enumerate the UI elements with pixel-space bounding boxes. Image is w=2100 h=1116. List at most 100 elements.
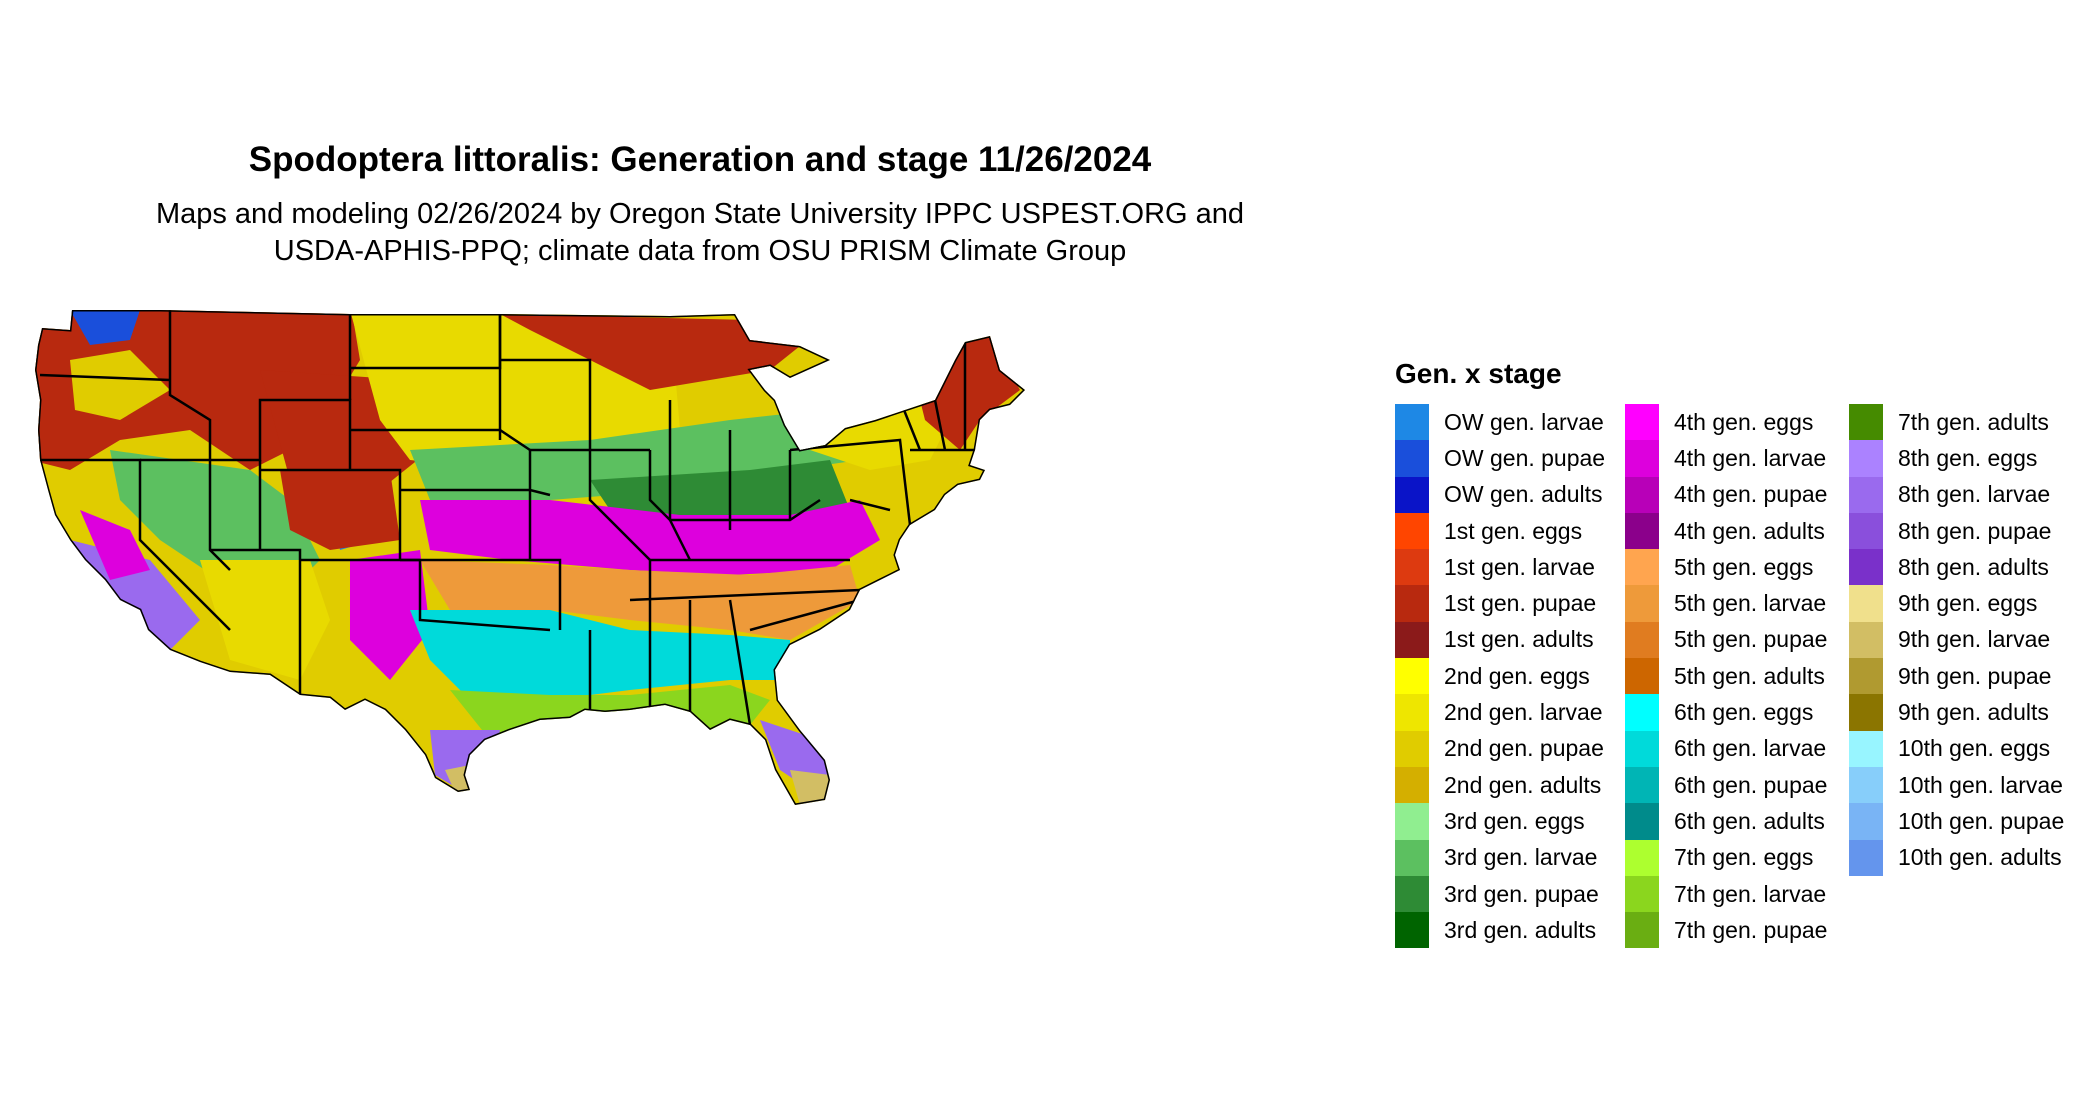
legend-label: 8th gen. larvae bbox=[1898, 481, 2051, 508]
legend-swatch bbox=[1849, 585, 1883, 622]
legend-item: 4th gen. larvae bbox=[1625, 440, 1849, 477]
legend-swatch bbox=[1625, 440, 1659, 477]
legend-swatch bbox=[1849, 766, 1883, 804]
legend-item: 2nd gen. adults bbox=[1395, 766, 1625, 804]
legend-item: 6th gen. adults bbox=[1625, 803, 1849, 840]
zone-ow-blue bbox=[70, 310, 140, 345]
legend-swatch bbox=[1395, 803, 1429, 840]
legend-item: 7th gen. eggs bbox=[1625, 839, 1849, 876]
legend-item: OW gen. larvae bbox=[1395, 404, 1625, 441]
legend-item: 2nd gen. eggs bbox=[1395, 658, 1625, 695]
legend-label: 10th gen. eggs bbox=[1898, 735, 2051, 762]
legend-item: 3rd gen. larvae bbox=[1395, 839, 1625, 876]
legend-item: 1st gen. larvae bbox=[1395, 549, 1625, 586]
legend-label: 7th gen. larvae bbox=[1674, 880, 1827, 907]
map-title: Spodoptera littoralis: Generation and st… bbox=[248, 140, 1152, 179]
legend-swatch bbox=[1395, 549, 1429, 586]
legend-label: 6th gen. larvae bbox=[1674, 735, 1827, 762]
legend-item: 5th gen. larvae bbox=[1625, 585, 1849, 622]
legend-swatch bbox=[1849, 658, 1883, 695]
legend-item: 7th gen. pupae bbox=[1625, 912, 1849, 949]
legend-swatch bbox=[1625, 404, 1659, 441]
legend-swatch bbox=[1849, 803, 1883, 840]
legend-title: Gen. x stage bbox=[1395, 358, 1562, 389]
legend-item: 3rd gen. pupae bbox=[1395, 875, 1625, 913]
legend-item: 9th gen. adults bbox=[1849, 694, 2089, 731]
map-subtitle: Maps and modeling 02/26/2024 by Oregon S… bbox=[0, 196, 1400, 270]
legend-swatch bbox=[1625, 549, 1659, 586]
legend-swatch bbox=[1395, 440, 1429, 477]
legend-item: 1st gen. eggs bbox=[1395, 512, 1625, 550]
legend-swatch bbox=[1395, 912, 1429, 949]
legend-swatch bbox=[1625, 476, 1659, 513]
legend-column-2: 4th gen. eggs 4th gen. larvae 4th gen. pup… bbox=[1625, 404, 1849, 949]
legend-label: 8th gen. pupae bbox=[1898, 517, 2052, 544]
legend-label: 4th gen. pupae bbox=[1674, 481, 1828, 508]
legend-swatch bbox=[1849, 476, 1883, 513]
legend-label: 4th gen. eggs bbox=[1674, 408, 1814, 435]
legend-item: 8th gen. eggs bbox=[1849, 440, 2089, 477]
legend-label: 3rd gen. eggs bbox=[1444, 807, 1585, 834]
legend-item: 8th gen. pupae bbox=[1849, 512, 2089, 550]
legend-label: 6th gen. pupae bbox=[1674, 771, 1828, 798]
legend-label: 1st gen. eggs bbox=[1444, 517, 1583, 544]
legend-swatch bbox=[1849, 440, 1883, 477]
legend-label: 4th gen. larvae bbox=[1674, 444, 1827, 471]
legend-swatch bbox=[1625, 912, 1659, 949]
legend-columns: OW gen. larvae OW gen. pupae OW gen. adult… bbox=[1395, 404, 2089, 949]
legend-swatch bbox=[1625, 839, 1659, 876]
legend-label: 3rd gen. larvae bbox=[1444, 844, 1598, 871]
legend-item: 4th gen. eggs bbox=[1625, 404, 1849, 441]
legend-item: 10th gen. larvae bbox=[1849, 766, 2089, 804]
legend-item: 5th gen. pupae bbox=[1625, 621, 1849, 659]
zone-southwest-purple bbox=[70, 540, 200, 650]
legend-label: 2nd gen. adults bbox=[1444, 771, 1602, 798]
legend-swatch bbox=[1395, 404, 1429, 441]
legend-label: 3rd gen. adults bbox=[1444, 916, 1597, 943]
legend-label: 1st gen. adults bbox=[1444, 626, 1594, 653]
legend-item: OW gen. adults bbox=[1395, 476, 1625, 513]
legend-item: 2nd gen. larvae bbox=[1395, 694, 1625, 731]
legend-item: 7th gen. larvae bbox=[1625, 875, 1849, 913]
legend-swatch bbox=[1849, 512, 1883, 550]
legend-item: 10th gen. adults bbox=[1849, 839, 2089, 876]
legend-label: 1st gen. pupae bbox=[1444, 590, 1597, 617]
legend-label: 1st gen. larvae bbox=[1444, 553, 1595, 580]
legend-swatch bbox=[1849, 404, 1883, 441]
legend-label: 9th gen. pupae bbox=[1898, 662, 2052, 689]
legend-item: 6th gen. pupae bbox=[1625, 766, 1849, 804]
us-generation-map bbox=[35, 310, 1025, 805]
legend-label: 8th gen. adults bbox=[1898, 553, 2049, 580]
legend-label: 9th gen. adults bbox=[1898, 699, 2049, 726]
legend-item: 9th gen. pupae bbox=[1849, 658, 2089, 695]
legend-item: 10th gen. pupae bbox=[1849, 803, 2089, 840]
legend-item: 5th gen. eggs bbox=[1625, 549, 1849, 586]
legend-swatch bbox=[1395, 585, 1429, 622]
legend-item: 1st gen. adults bbox=[1395, 621, 1625, 659]
legend-label: 5th gen. pupae bbox=[1674, 626, 1828, 653]
legend-label: 5th gen. larvae bbox=[1674, 590, 1827, 617]
legend-column-3: 7th gen. adults 8th gen. eggs 8th gen. lar… bbox=[1849, 404, 2089, 948]
legend-swatch bbox=[1395, 658, 1429, 695]
legend-label: OW gen. pupae bbox=[1444, 444, 1606, 471]
legend-item: 4th gen. pupae bbox=[1625, 476, 1849, 513]
zone-florida-tan bbox=[790, 770, 830, 805]
zone-great-lakes-red bbox=[500, 314, 800, 390]
legend-item: 1st gen. pupae bbox=[1395, 585, 1625, 622]
legend-swatch bbox=[1395, 694, 1429, 731]
zone-southwest-magenta bbox=[80, 510, 150, 580]
zone-texas-cyan bbox=[410, 610, 790, 700]
legend-item: 6th gen. larvae bbox=[1625, 730, 1849, 767]
legend-swatch bbox=[1395, 766, 1429, 804]
legend-swatch bbox=[1625, 694, 1659, 731]
legend-label: 9th gen. eggs bbox=[1898, 590, 2038, 617]
legend-label: OW gen. larvae bbox=[1444, 408, 1604, 435]
legend-swatch bbox=[1395, 476, 1429, 513]
legend-label: 7th gen. adults bbox=[1898, 408, 2049, 435]
legend-swatch bbox=[1625, 658, 1659, 695]
legend-item: 3rd gen. eggs bbox=[1395, 803, 1625, 840]
legend-swatch bbox=[1395, 875, 1429, 913]
legend-item: 3rd gen. adults bbox=[1395, 912, 1625, 949]
legend-swatch bbox=[1395, 512, 1429, 550]
legend-item: 6th gen. eggs bbox=[1625, 694, 1849, 731]
